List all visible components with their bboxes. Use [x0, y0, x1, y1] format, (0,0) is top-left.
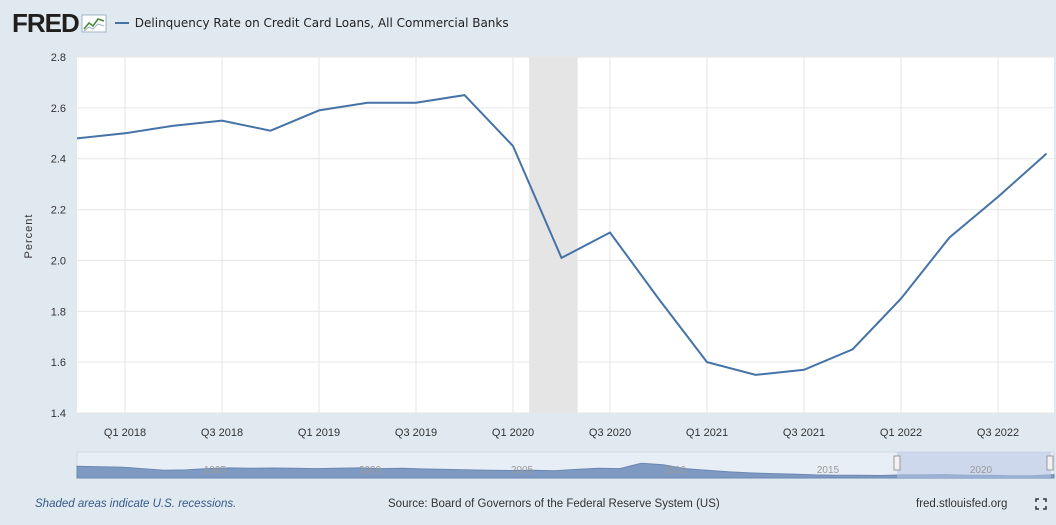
navigator-label: 2020 [970, 465, 993, 476]
recession-band [529, 57, 578, 413]
site-link[interactable]: fred.stlouisfed.org [916, 498, 1008, 510]
y-tick-label: 2.2 [51, 205, 66, 217]
y-tick-label: 2.4 [51, 154, 66, 166]
header: FRED Delinquency Rate on Credit Card Loa… [12, 6, 509, 40]
navigator-handle[interactable] [893, 455, 901, 471]
legend-swatch [114, 22, 129, 24]
source-text: Source: Board of Governors of the Federa… [388, 498, 720, 510]
y-tick-label: 1.6 [51, 357, 66, 369]
recession-note: Shaded areas indicate U.S. recessions. [35, 498, 237, 510]
series-line[interactable] [28, 94, 1048, 376]
y-tick-label: 2.8 [51, 52, 66, 64]
x-tick-label: Q3 2018 [201, 427, 243, 439]
x-tick-label: Q3 2019 [395, 427, 437, 439]
navigator-selection[interactable] [897, 452, 1051, 478]
x-tick-label: Q1 2021 [686, 427, 728, 439]
fullscreen-icon[interactable] [1035, 498, 1047, 510]
x-tick-label: Q1 2019 [298, 427, 340, 439]
x-tick-label: Q1 2020 [492, 427, 534, 439]
fred-logo[interactable]: FRED [12, 7, 80, 38]
navigator[interactable]: 1995 2000 2005 2010 2015 2020 [76, 451, 1055, 479]
navigator-label: 2000 [359, 465, 382, 476]
y-tick-label: 1.4 [51, 408, 66, 420]
chart-svg: Q1 2018 Q3 2018 Q1 2019 Q3 2019 Q1 2020 Q3 20… [23, 52, 1055, 479]
navigator-label: 2015 [817, 465, 840, 476]
navigator-handle[interactable] [1046, 455, 1054, 471]
y-tick-label: 2.0 [51, 255, 66, 267]
x-tick-label: Q3 2020 [589, 427, 631, 439]
fred-graph-icon [81, 14, 107, 33]
x-tick-label: Q3 2022 [977, 427, 1019, 439]
y-axis-label: Percent [23, 214, 35, 259]
navigator-label: 2010 [664, 465, 687, 476]
x-tick-label: Q1 2018 [104, 427, 146, 439]
navigator-label: 2005 [511, 465, 534, 476]
y-tick-label: 2.6 [51, 103, 66, 115]
navigator-label: 1995 [204, 465, 227, 476]
legend-series-name[interactable]: Delinquency Rate on Credit Card Loans, A… [134, 16, 509, 30]
x-tick-label: Q1 2022 [880, 427, 922, 439]
y-tick-label: 1.8 [51, 306, 66, 318]
footer: Shaded areas indicate U.S. recessions. S… [0, 494, 1056, 516]
x-tick-label: Q3 2021 [783, 427, 825, 439]
